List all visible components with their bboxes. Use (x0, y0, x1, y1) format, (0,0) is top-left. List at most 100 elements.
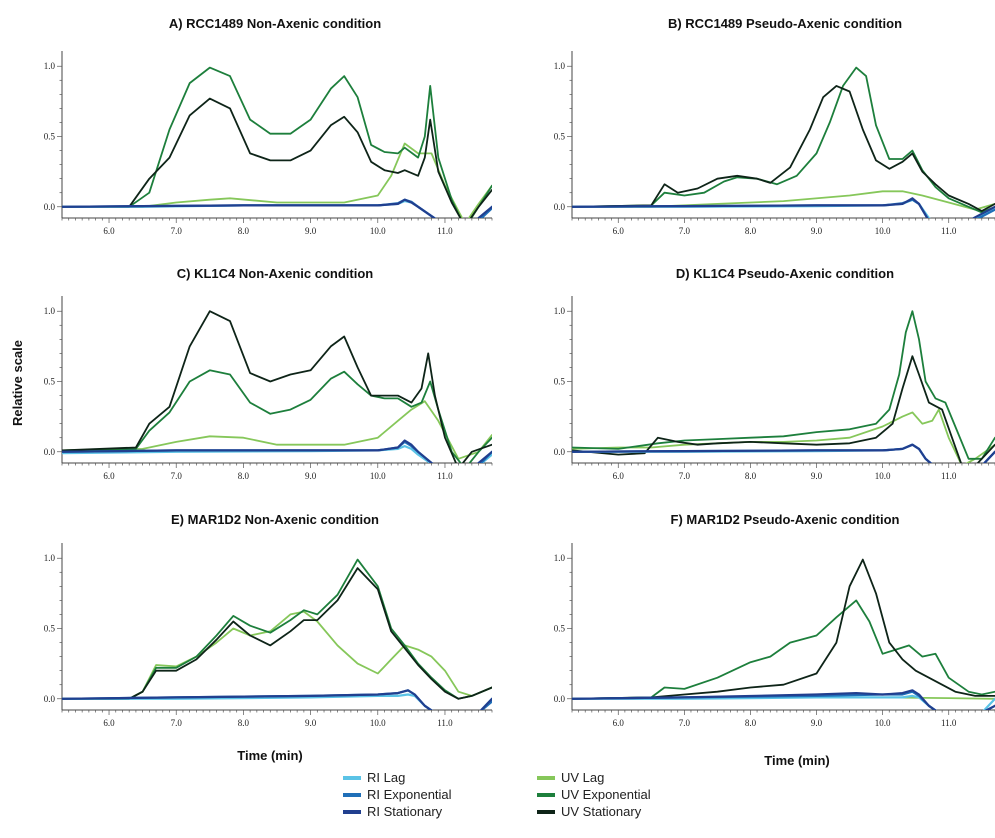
series-group (572, 558, 995, 710)
chart-panel-5: E) MAR1D2 Non-Axenic condition 6.0 7.0 8.0 9… (44, 512, 493, 728)
x-tick-label: 11.0 (941, 226, 957, 236)
legend-item: UV Lag (537, 770, 604, 785)
series-line-uv-exponential (62, 66, 492, 218)
series-line-ri-stationary (572, 197, 995, 218)
x-tick-label: 7.0 (171, 226, 183, 236)
legend-item: RI Exponential (343, 787, 452, 802)
series-group (572, 310, 995, 463)
series-line-uv-exponential (62, 558, 492, 700)
x-tick-label: 8.0 (745, 471, 757, 481)
series-line-uv-lag (62, 610, 492, 700)
y-tick-label: 0.0 (554, 694, 566, 704)
series-line-uv-stationary (62, 567, 492, 700)
series-line-uv-exponential (572, 66, 995, 214)
panel-title: F) MAR1D2 Pseudo-Axenic condition (671, 512, 900, 527)
y-tick-label: 1.0 (554, 61, 566, 71)
panel-title: B) RCC1489 Pseudo-Axenic condition (668, 16, 902, 31)
x-tick-label: 8.0 (238, 471, 250, 481)
x-tick-label: 8.0 (745, 226, 757, 236)
x-tick-label: 11.0 (437, 718, 453, 728)
legend-item: UV Stationary (537, 804, 642, 819)
series-line-ri-stationary (572, 689, 995, 710)
x-tick-label: 7.0 (679, 226, 691, 236)
x-tick-label: 6.0 (613, 226, 625, 236)
series-line-ri-stationary (62, 439, 492, 463)
series-line-uv-exponential (572, 599, 995, 700)
x-tick-label: 7.0 (171, 471, 183, 481)
legend-item: RI Lag (343, 770, 405, 785)
panel-title: E) MAR1D2 Non-Axenic condition (171, 512, 379, 527)
x-tick-label: 9.0 (305, 226, 317, 236)
series-group (572, 66, 995, 218)
chart-panels: A) RCC1489 Non-Axenic condition 6.0 7.0 8.0… (44, 16, 995, 728)
y-tick-label: 0.0 (554, 447, 566, 457)
y-axis-label: Relative scale (10, 340, 25, 426)
y-tick-label: 0.5 (554, 624, 566, 634)
series-line-ri-stationary (62, 198, 492, 218)
series-line-ri-stationary (62, 689, 492, 710)
legend-label: UV Exponential (561, 787, 651, 802)
x-tick-label: 9.0 (811, 718, 823, 728)
legend-label: RI Lag (367, 770, 405, 785)
y-tick-label: 1.0 (554, 553, 566, 563)
chart-panel-1: A) RCC1489 Non-Axenic condition 6.0 7.0 8.0… (44, 16, 493, 236)
series-line-ri-lag (62, 693, 492, 710)
x-tick-label: 9.0 (811, 471, 823, 481)
x-tick-label: 7.0 (171, 718, 183, 728)
series-line-uv-exponential (572, 310, 995, 460)
x-tick-label: 10.0 (875, 471, 891, 481)
x-tick-label: 11.0 (437, 226, 453, 236)
series-line-uv-lag (62, 400, 492, 460)
x-tick-label: 9.0 (305, 718, 317, 728)
x-tick-label: 6.0 (613, 718, 625, 728)
x-tick-label: 6.0 (103, 471, 115, 481)
x-axis-label-right: Time (min) (764, 753, 830, 768)
series-line-uv-stationary (62, 97, 492, 218)
series-line-ri-exponential (572, 690, 995, 710)
x-tick-label: 9.0 (811, 226, 823, 236)
series-group (62, 310, 492, 463)
y-tick-label: 0.5 (554, 377, 566, 387)
series-line-uv-exponential (62, 369, 492, 463)
x-tick-label: 6.0 (613, 471, 625, 481)
series-line-uv-lag (572, 408, 995, 463)
y-tick-label: 0.0 (44, 694, 56, 704)
y-tick-label: 0.0 (554, 202, 566, 212)
series-line-uv-lag (62, 142, 492, 218)
x-tick-label: 7.0 (679, 718, 691, 728)
series-line-uv-stationary (572, 355, 995, 463)
legend-label: RI Exponential (367, 787, 452, 802)
series-group (62, 66, 492, 218)
x-tick-label: 9.0 (305, 471, 317, 481)
series-line-uv-stationary (572, 558, 995, 700)
chart-panel-6: F) MAR1D2 Pseudo-Axenic condition 6.0 7.0 8… (554, 512, 995, 728)
x-tick-label: 8.0 (745, 718, 757, 728)
x-tick-label: 6.0 (103, 226, 115, 236)
y-tick-label: 0.5 (554, 132, 566, 142)
legend-item: RI Stationary (343, 804, 443, 819)
legend: RI Lag RI Exponential RI Stationary UV Lag U… (343, 770, 651, 819)
x-tick-label: 11.0 (941, 471, 957, 481)
y-tick-label: 0.5 (44, 377, 56, 387)
series-group (62, 558, 492, 710)
legend-label: UV Lag (561, 770, 604, 785)
y-tick-label: 0.0 (44, 202, 56, 212)
legend-label: UV Stationary (561, 804, 642, 819)
x-tick-label: 8.0 (238, 226, 250, 236)
series-line-uv-lag (572, 190, 995, 211)
series-line-ri-lag (572, 694, 995, 710)
x-tick-label: 10.0 (875, 718, 891, 728)
y-tick-label: 0.5 (44, 132, 56, 142)
chart-panel-3: C) KL1C4 Non-Axenic condition 6.0 7.0 8.0 9.… (44, 266, 493, 481)
series-line-ri-stationary (572, 443, 995, 463)
y-tick-label: 0.5 (44, 624, 56, 634)
y-tick-label: 1.0 (44, 61, 56, 71)
y-tick-label: 1.0 (44, 553, 56, 563)
x-axis-label-left: Time (min) (237, 748, 303, 763)
x-tick-label: 10.0 (875, 226, 891, 236)
chart-panel-2: B) RCC1489 Pseudo-Axenic condition 6.0 7.0… (554, 16, 995, 236)
legend-label: RI Stationary (367, 804, 443, 819)
chart-panel-4: D) KL1C4 Pseudo-Axenic condition 6.0 7.0 8.… (554, 266, 995, 481)
x-tick-label: 7.0 (679, 471, 691, 481)
